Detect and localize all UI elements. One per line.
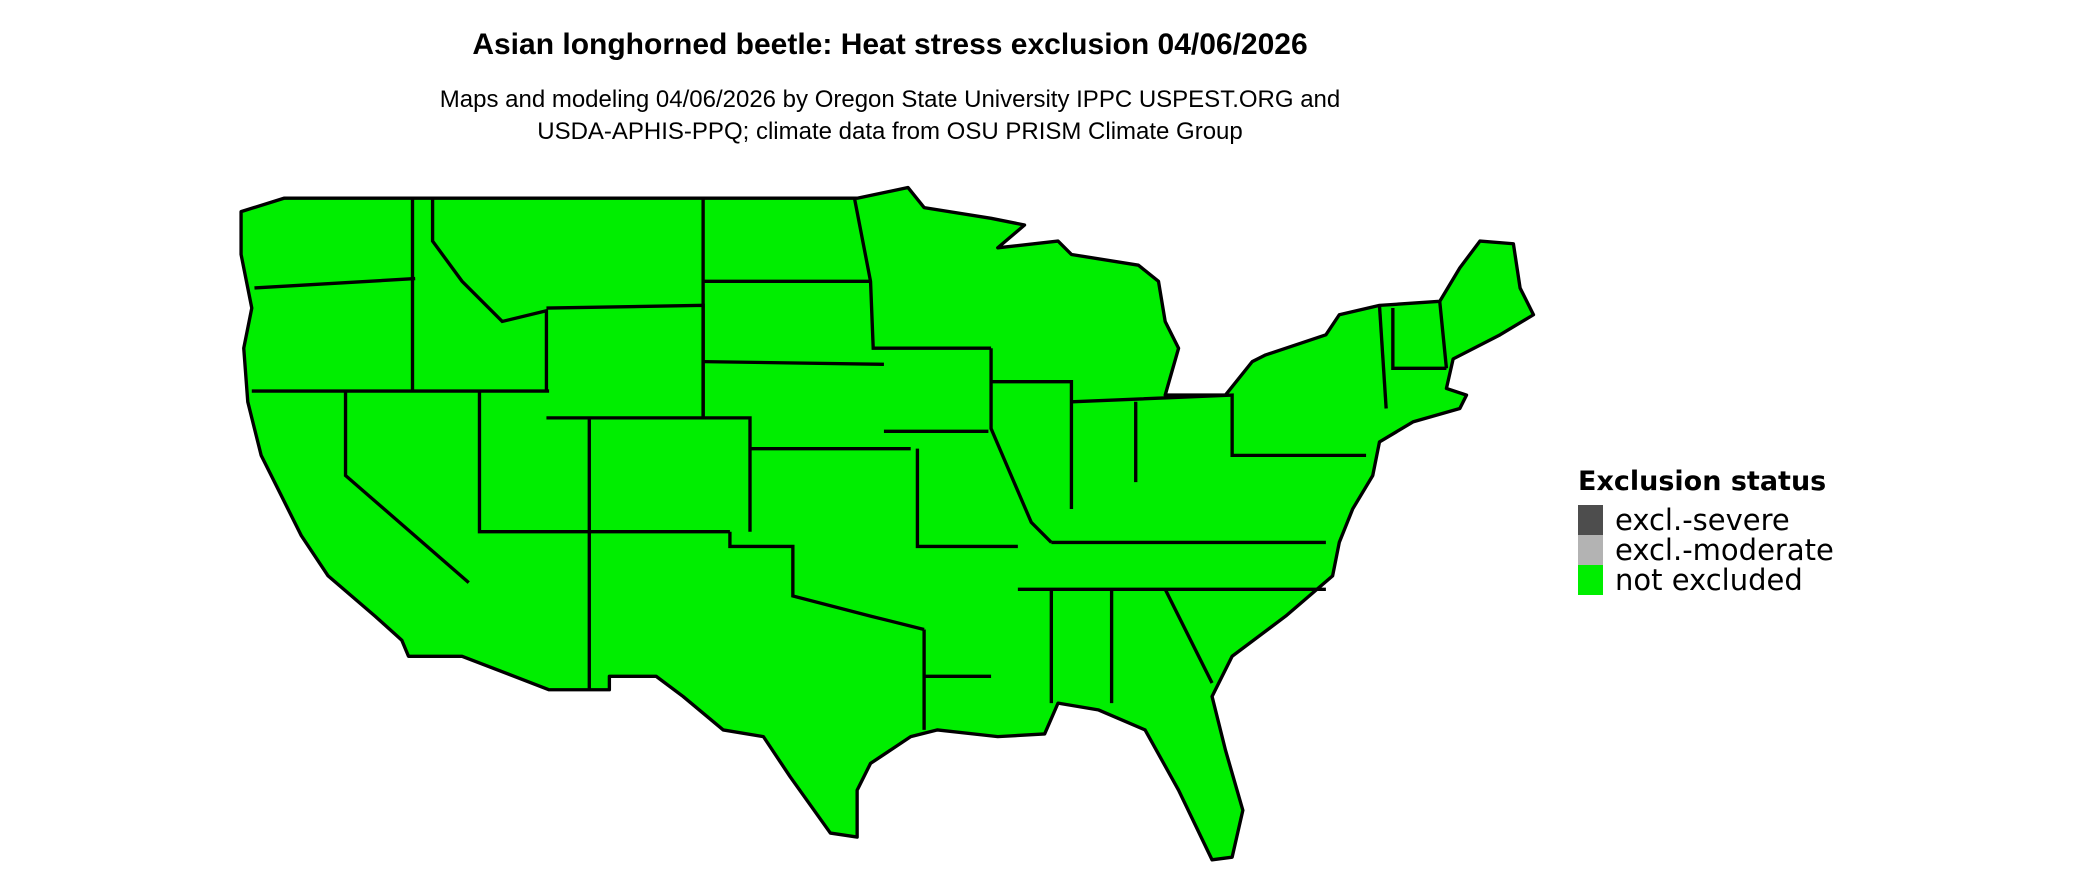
map-subtitle-line-2: USDA-APHIS-PPQ; climate data from OSU PR… — [537, 118, 1243, 145]
legend-item-severe: excl.-severe — [1578, 503, 1834, 537]
map-title: Asian longhorned beetle: Heat stress exc… — [472, 28, 1308, 61]
state-borders — [251, 197, 1449, 730]
legend-swatch-severe — [1578, 505, 1603, 535]
legend-title: Exclusion status — [1578, 466, 1827, 497]
legend: Exclusion status excl.-severe excl.-mode… — [1578, 466, 1834, 597]
legend-item-moderate: excl.-moderate — [1578, 533, 1834, 567]
map-subtitle-line-1: Maps and modeling 04/06/2026 by Oregon S… — [439, 86, 1341, 113]
legend-label: excl.-moderate — [1615, 533, 1834, 567]
legend-label: not excluded — [1615, 563, 1803, 597]
legend-swatch-not-excluded — [1578, 565, 1603, 595]
legend-item-not-excluded: not excluded — [1578, 563, 1834, 597]
legend-swatch-moderate — [1578, 535, 1603, 565]
conus-outline — [239, 185, 1536, 862]
legend-label: excl.-severe — [1615, 503, 1790, 537]
